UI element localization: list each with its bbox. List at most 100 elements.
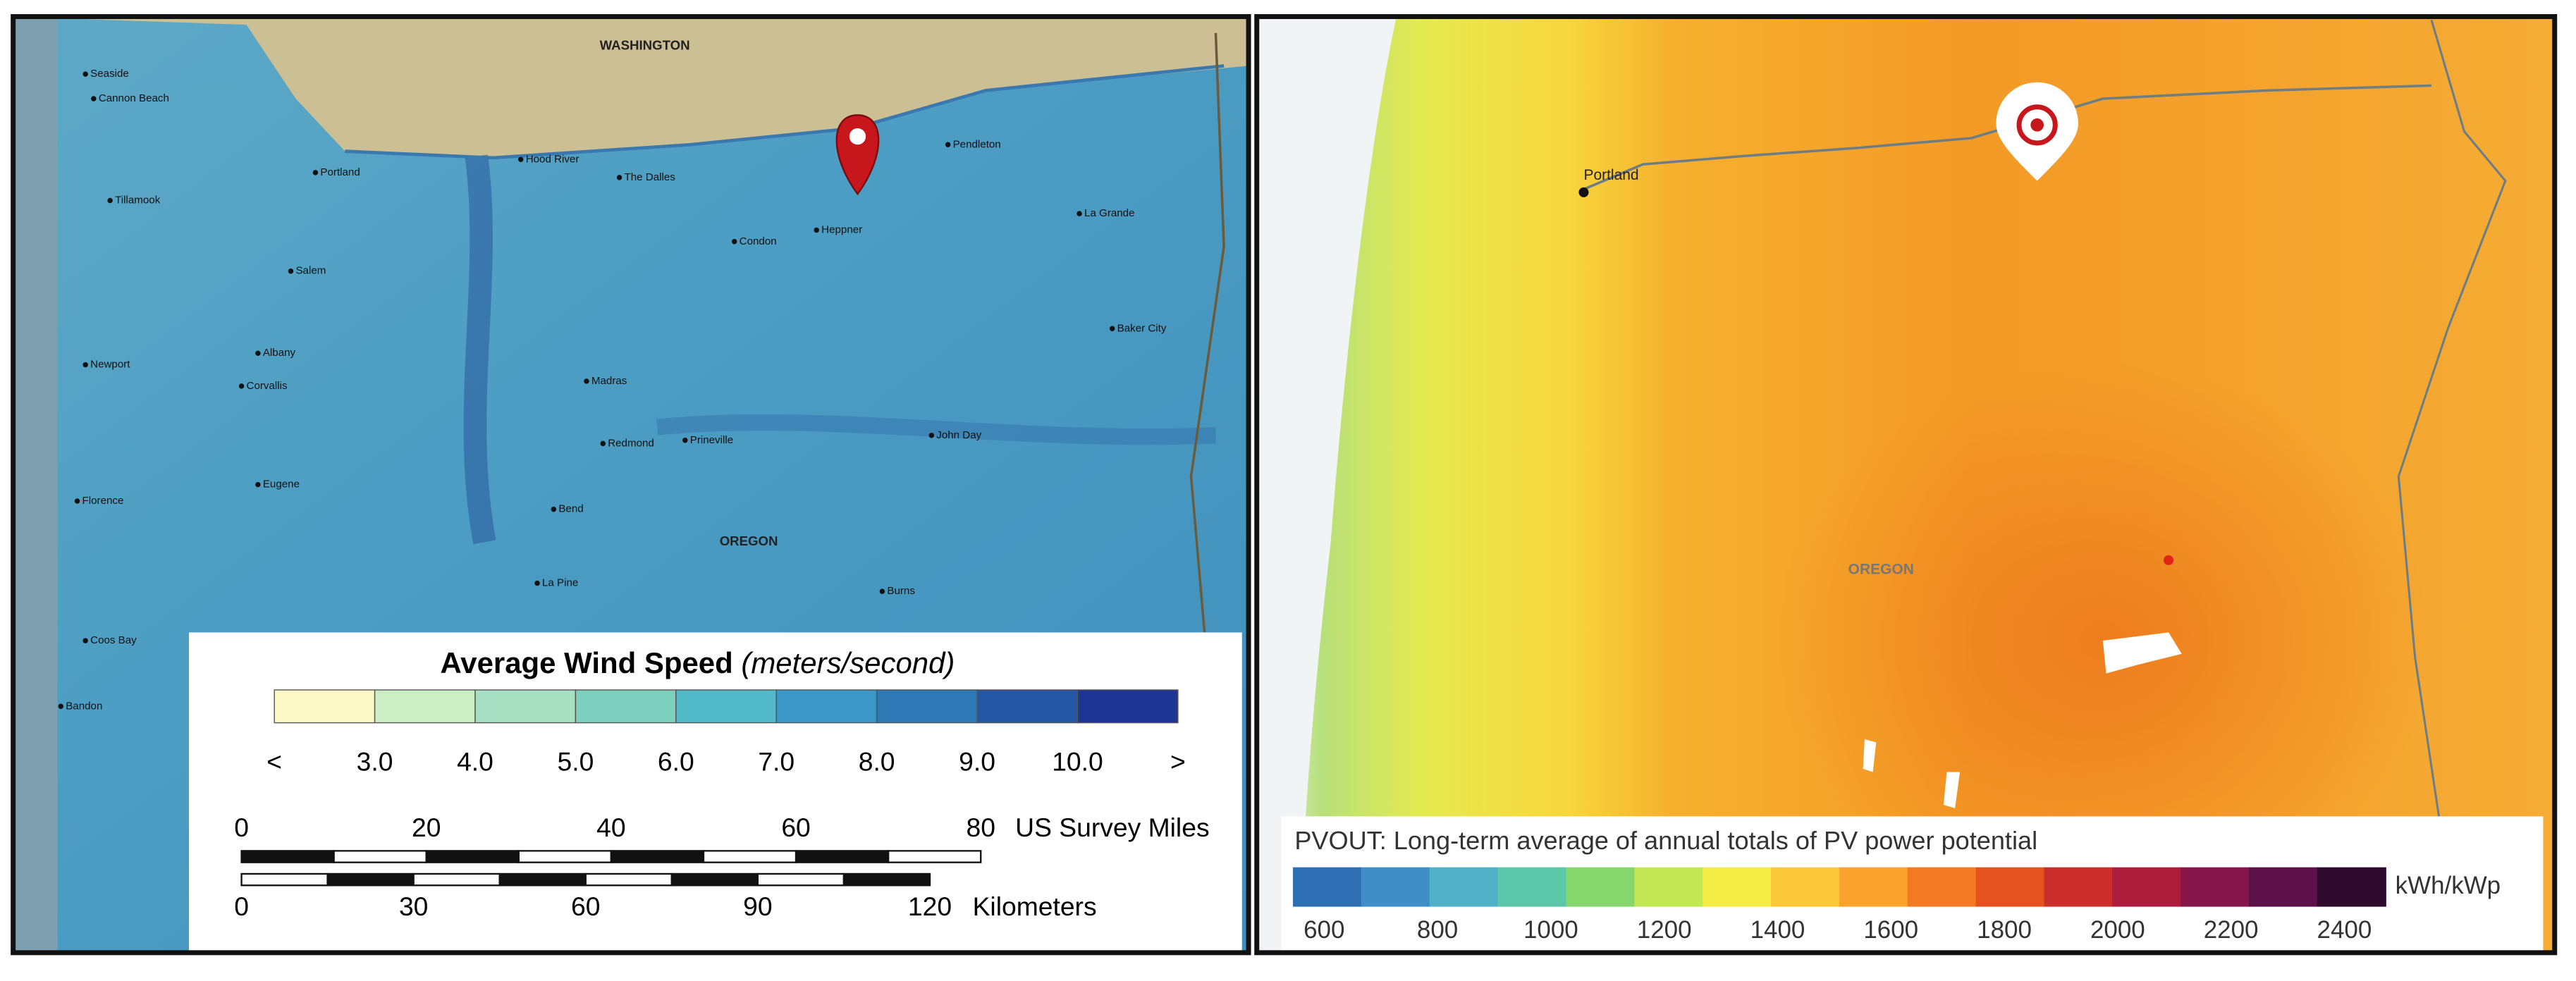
legend-tick-label: 1600 bbox=[1863, 916, 1918, 944]
city-label: Baker City bbox=[1117, 322, 1167, 334]
city-label: Tillamook bbox=[115, 195, 161, 206]
city-dot bbox=[879, 588, 885, 594]
city-dot bbox=[74, 498, 80, 504]
city-label: Florence bbox=[82, 495, 124, 507]
city-dot bbox=[616, 175, 622, 180]
city-label: John Day bbox=[936, 429, 981, 441]
legend-swatch bbox=[1497, 867, 1567, 907]
legend-swatch bbox=[775, 689, 878, 724]
wind-legend-panel bbox=[188, 632, 1242, 951]
scale-segment bbox=[517, 850, 613, 863]
city-dot bbox=[238, 383, 245, 389]
scale-segment bbox=[240, 850, 335, 863]
scale-segment bbox=[240, 872, 329, 887]
scale-unit: Kilometers bbox=[973, 891, 1097, 921]
legend-swatch bbox=[1634, 867, 1704, 907]
city-dot bbox=[288, 268, 294, 274]
city-label: Heppner bbox=[821, 223, 862, 235]
city-dot bbox=[1109, 326, 1115, 332]
scale-segment bbox=[333, 850, 427, 863]
legend-tick-label: 800 bbox=[1417, 916, 1458, 944]
city-dot bbox=[731, 239, 737, 245]
legend-swatch bbox=[1292, 867, 1363, 907]
city-label: Coos Bay bbox=[90, 634, 137, 646]
scale-segment bbox=[842, 872, 931, 887]
city-dot bbox=[600, 440, 606, 447]
legend-tick-label: 10.0 bbox=[1052, 747, 1103, 777]
lake bbox=[1863, 739, 1961, 808]
city-label: Madras bbox=[591, 375, 627, 387]
city-dot bbox=[312, 170, 319, 175]
scale-segment bbox=[326, 872, 415, 887]
location-pin bbox=[1996, 82, 2078, 181]
pv-map: Portland OREGON bbox=[1256, 16, 2555, 953]
frame bbox=[11, 14, 1251, 956]
city-label: Seaside bbox=[90, 68, 129, 80]
washington-area bbox=[13, 16, 1249, 158]
ocean bbox=[1256, 16, 1397, 953]
scale-tick-label: 90 bbox=[743, 891, 772, 921]
legend-swatch bbox=[374, 689, 476, 724]
city-dot bbox=[255, 481, 261, 488]
columbia-river bbox=[345, 64, 1225, 160]
legend-swatch bbox=[1429, 867, 1499, 907]
legend-tick-label: 1400 bbox=[1750, 916, 1805, 944]
city-label: Hood River bbox=[526, 153, 579, 165]
legend-swatch bbox=[1703, 867, 1772, 907]
title-text: Average Wind Speed bbox=[441, 646, 733, 679]
pin-target bbox=[2016, 104, 2058, 146]
scale-tick-label: 20 bbox=[412, 813, 441, 842]
scale-segment bbox=[670, 872, 759, 887]
city-label: Pendleton bbox=[953, 138, 1001, 150]
legend-tick-label: 1000 bbox=[1523, 916, 1578, 944]
legend-tick-label: 2200 bbox=[2204, 916, 2259, 944]
legend-tick-label: 6.0 bbox=[658, 747, 694, 777]
city-label: Burns bbox=[887, 585, 915, 597]
city-dot bbox=[517, 156, 524, 162]
city-label: Cannon Beach bbox=[99, 92, 169, 104]
legend-tick-label: 4.0 bbox=[457, 747, 493, 777]
scale-segment bbox=[702, 850, 797, 863]
city-dot bbox=[82, 71, 88, 77]
scale-tick-label: 30 bbox=[399, 891, 428, 921]
pv-legend-unit: kWh/kWp bbox=[2396, 872, 2501, 899]
scale-tick-label: 60 bbox=[781, 813, 810, 842]
hot-zone bbox=[1774, 361, 2431, 920]
legend-tick-label: 1800 bbox=[1977, 916, 2032, 944]
legend-swatch bbox=[274, 689, 376, 724]
city-label: Redmond bbox=[608, 437, 654, 449]
legend-swatch bbox=[2181, 867, 2250, 907]
legend-tick-label: 3.0 bbox=[357, 747, 393, 777]
legend-tick-label: 2400 bbox=[2317, 916, 2372, 944]
city-dot bbox=[82, 638, 88, 643]
legend-tick-label: 7.0 bbox=[758, 747, 795, 777]
legend-swatch bbox=[1839, 867, 1908, 907]
legend-tick-label: 2000 bbox=[2090, 916, 2145, 944]
legend-swatch bbox=[2112, 867, 2182, 907]
scale-segment bbox=[795, 850, 890, 863]
scale-tick-label: 120 bbox=[908, 891, 952, 921]
legend-tick-label: 600 bbox=[1304, 916, 1344, 944]
city-dot bbox=[814, 227, 819, 233]
state-label: OREGON bbox=[720, 533, 778, 548]
lake bbox=[2102, 632, 2182, 674]
title-unit: (meters/second) bbox=[741, 646, 955, 679]
city-label: Condon bbox=[740, 235, 777, 247]
city-label: Salem bbox=[295, 265, 326, 277]
city-label: Eugene bbox=[263, 479, 300, 490]
wind-legend-title: Average Wind Speed (meters/second) bbox=[441, 646, 955, 679]
legend-tick-label: > bbox=[1170, 747, 1186, 777]
scale-tick-label: 0 bbox=[234, 813, 249, 842]
scale-segment bbox=[887, 850, 982, 863]
legend-swatch bbox=[474, 689, 577, 724]
city-label: Portland bbox=[320, 166, 360, 178]
city-dot bbox=[682, 438, 688, 443]
legend-swatch bbox=[1770, 867, 1840, 907]
site-dot bbox=[2164, 555, 2174, 565]
legend-swatch bbox=[1907, 867, 1977, 907]
scale-segment bbox=[425, 850, 520, 863]
scale-unit: US Survey Miles bbox=[1015, 813, 1209, 842]
city-dot bbox=[58, 703, 63, 710]
